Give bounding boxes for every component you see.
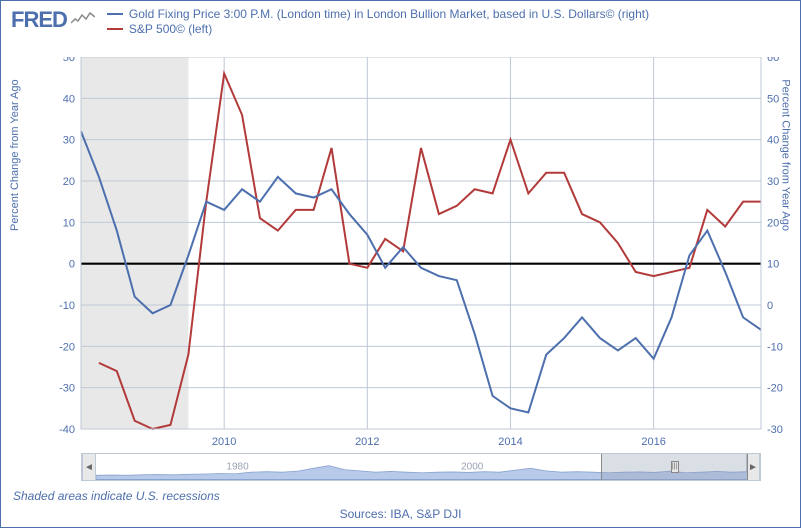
svg-text:40: 40 (63, 93, 75, 105)
svg-text:2014: 2014 (498, 436, 522, 448)
legend-swatch-sp500 (107, 28, 123, 30)
fred-logo: FRED (11, 7, 67, 33)
svg-text:20: 20 (767, 217, 779, 229)
svg-text:0: 0 (767, 300, 773, 312)
main-chart: -40 -30 -20 -10 0 10 20 30 40 50 -30 -20 -10 0 10 20 30 4… (51, 57, 791, 459)
svg-text:2010: 2010 (212, 436, 236, 448)
svg-text:-10: -10 (59, 300, 75, 312)
svg-text:60: 60 (767, 57, 779, 64)
svg-text:0: 0 (69, 259, 75, 271)
svg-text:10: 10 (767, 259, 779, 271)
svg-text:10: 10 (63, 217, 75, 229)
timeline-selection[interactable]: ||| (601, 454, 748, 480)
svg-text:-40: -40 (59, 424, 75, 436)
legend-item-sp500: S&P 500© (left) (107, 22, 649, 36)
y-axis-label-left: Percent Change from Year Ago (9, 79, 21, 231)
svg-text:50: 50 (767, 93, 779, 105)
svg-text:30: 30 (767, 176, 779, 188)
recession-note: Shaded areas indicate U.S. recessions (13, 489, 220, 503)
legend-label-gold: Gold Fixing Price 3:00 P.M. (London time… (129, 7, 649, 21)
svg-text:-10: -10 (767, 341, 783, 353)
svg-text:40: 40 (767, 135, 779, 147)
legend-label-sp500: S&P 500© (left) (129, 22, 212, 36)
timeline-prev-button[interactable]: ◄ (82, 454, 96, 480)
timeline-scrubber[interactable]: ◄ ► 19802000||| (81, 453, 761, 481)
svg-text:-30: -30 (59, 383, 75, 395)
svg-text:-20: -20 (59, 341, 75, 353)
fred-logo-chart-icon (71, 11, 95, 25)
svg-text:20: 20 (63, 176, 75, 188)
svg-text:2016: 2016 (641, 436, 665, 448)
svg-text:-30: -30 (767, 424, 783, 436)
svg-text:-20: -20 (767, 383, 783, 395)
svg-text:50: 50 (63, 57, 75, 64)
timeline-handle[interactable]: ||| (671, 461, 679, 473)
svg-text:30: 30 (63, 135, 75, 147)
legend-item-gold: Gold Fixing Price 3:00 P.M. (London time… (107, 7, 649, 21)
timeline-next-button[interactable]: ► (746, 454, 760, 480)
legend-swatch-gold (107, 13, 123, 15)
svg-text:2012: 2012 (355, 436, 379, 448)
sources-text: Sources: IBA, S&P DJI (1, 507, 800, 521)
